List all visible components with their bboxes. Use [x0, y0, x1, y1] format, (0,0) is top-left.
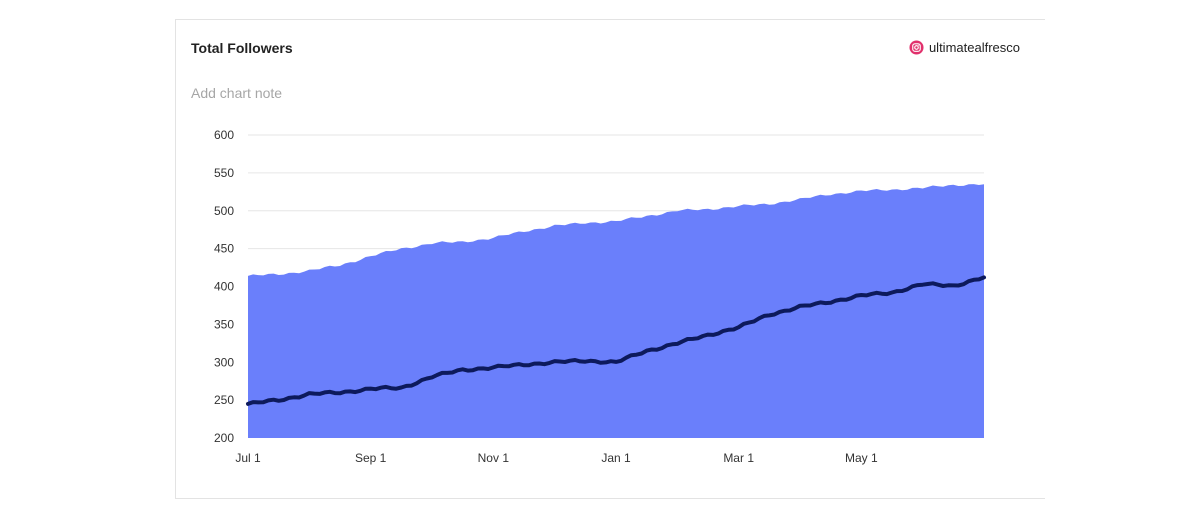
account-name: ultimatealfresco	[928, 40, 1020, 55]
y-tick-label: 550	[214, 166, 234, 180]
area-series	[248, 184, 984, 438]
y-tick-label: 200	[214, 431, 234, 445]
x-tick-label: Jul 1	[235, 451, 261, 465]
y-tick-label: 250	[214, 393, 234, 407]
chart-note-input[interactable]: Add chart note	[191, 85, 283, 101]
x-tick-label: May 1	[845, 451, 878, 465]
x-axis-ticks: Jul 1 Sep 1 Nov 1 Jan 1 Mar 1 May 1	[235, 451, 878, 465]
y-tick-label: 600	[214, 128, 234, 142]
line-series	[246, 275, 986, 406]
x-tick-label: Sep 1	[355, 451, 387, 465]
y-tick-label: 300	[214, 355, 234, 369]
y-tick-label: 450	[214, 242, 234, 256]
y-axis-ticks: 200 250 300 350 400 450 500 550 600	[214, 128, 234, 445]
chart-title: Total Followers	[191, 40, 293, 56]
instagram-icon	[909, 40, 924, 55]
y-tick-label: 350	[214, 317, 234, 331]
y-tick-label: 500	[214, 204, 234, 218]
account-badge[interactable]: ultimatealfresco	[909, 40, 1020, 55]
line-series-path	[246, 275, 986, 406]
y-tick-label: 400	[214, 280, 234, 294]
x-tick-label: Jan 1	[601, 451, 631, 465]
x-tick-label: Nov 1	[478, 451, 510, 465]
x-tick-label: Mar 1	[723, 451, 754, 465]
area-series-path	[248, 184, 984, 438]
